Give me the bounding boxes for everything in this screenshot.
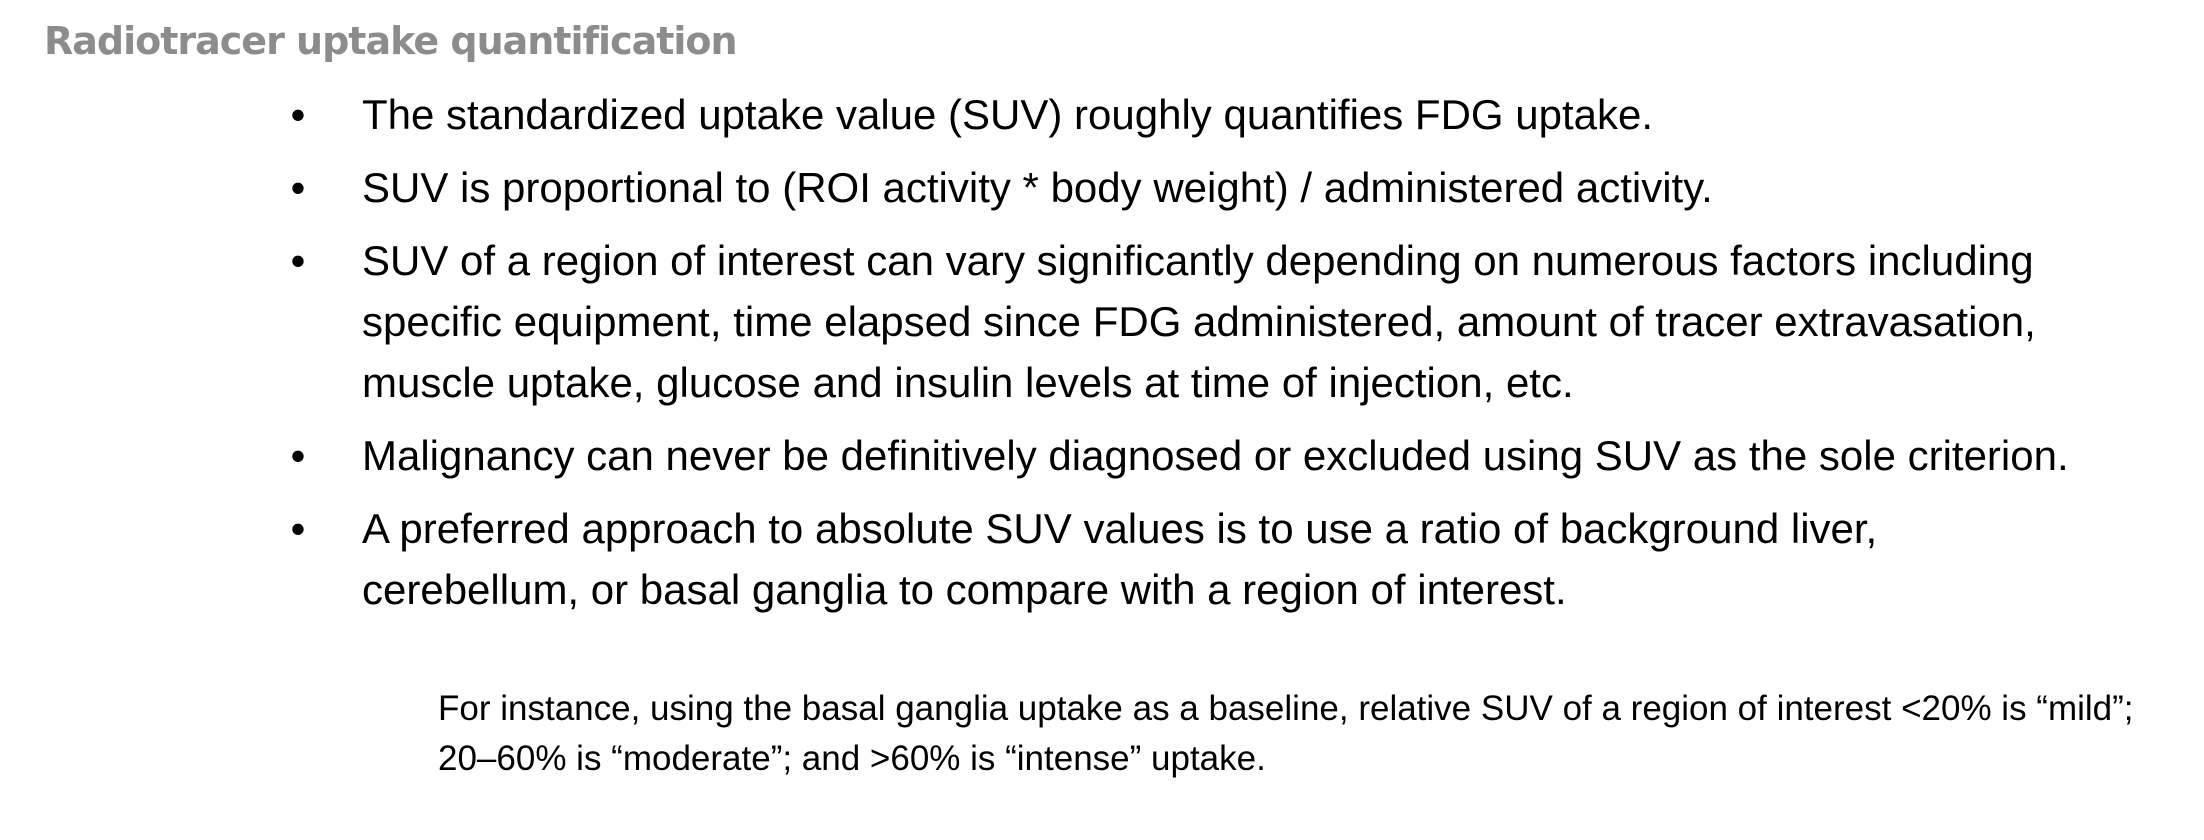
bullet-item: • A preferred approach to absolute SUV v… <box>0 498 2204 620</box>
bullet-marker: • <box>290 237 306 284</box>
bullet-item: • The standardized uptake value (SUV) ro… <box>0 84 2204 145</box>
bullet-marker: • <box>290 91 306 138</box>
bullet-marker: • <box>290 432 306 479</box>
bullet-list: • The standardized uptake value (SUV) ro… <box>0 84 2204 632</box>
bullet-marker: • <box>290 505 306 552</box>
bullet-text: SUV of a region of interest can vary sig… <box>362 237 2036 406</box>
sub-note: For instance, using the basal ganglia up… <box>438 689 2134 778</box>
bullet-text: Malignancy can never be definitively dia… <box>362 432 2069 479</box>
slide-title: Radiotracer uptake quantification <box>44 19 738 63</box>
bullet-text: A preferred approach to absolute SUV val… <box>362 505 1878 613</box>
bullet-marker: • <box>290 164 306 211</box>
bullet-item: • SUV of a region of interest can vary s… <box>0 230 2204 413</box>
bullet-item: • Malignancy can never be definitively d… <box>0 425 2204 486</box>
bullet-text: SUV is proportional to (ROI activity * b… <box>362 164 1713 211</box>
bullet-item: • SUV is proportional to (ROI activity *… <box>0 157 2204 218</box>
bullet-text: The standardized uptake value (SUV) roug… <box>362 91 1654 138</box>
